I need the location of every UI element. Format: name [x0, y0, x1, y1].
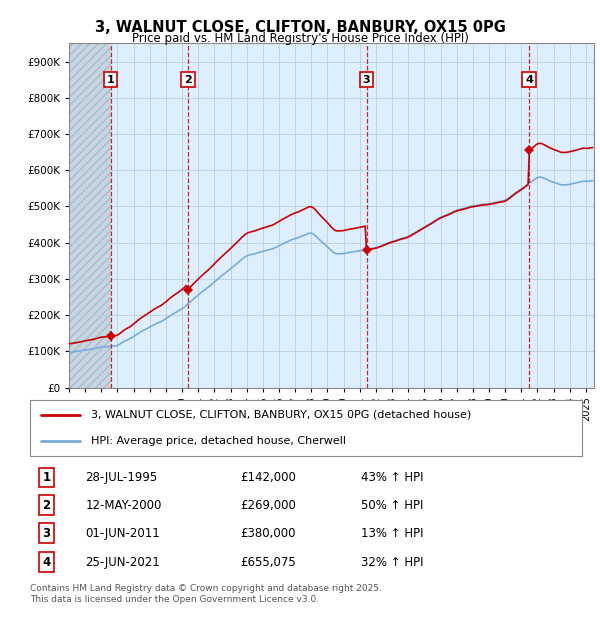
Text: 25-JUN-2021: 25-JUN-2021 — [85, 556, 160, 569]
Text: 1: 1 — [43, 471, 50, 484]
Text: 3, WALNUT CLOSE, CLIFTON, BANBURY, OX15 0PG: 3, WALNUT CLOSE, CLIFTON, BANBURY, OX15 … — [95, 20, 505, 35]
Text: Price paid vs. HM Land Registry's House Price Index (HPI): Price paid vs. HM Land Registry's House … — [131, 32, 469, 45]
Text: 12-MAY-2000: 12-MAY-2000 — [85, 498, 161, 511]
Text: 2: 2 — [43, 498, 50, 511]
Text: 4: 4 — [43, 556, 50, 569]
Text: 28-JUL-1995: 28-JUL-1995 — [85, 471, 157, 484]
Text: Contains HM Land Registry data © Crown copyright and database right 2025.: Contains HM Land Registry data © Crown c… — [30, 584, 382, 593]
Text: 50% ↑ HPI: 50% ↑ HPI — [361, 498, 424, 511]
Text: This data is licensed under the Open Government Licence v3.0.: This data is licensed under the Open Gov… — [30, 595, 319, 604]
Text: 3: 3 — [43, 526, 50, 539]
Bar — [69, 43, 110, 388]
Text: £655,075: £655,075 — [240, 556, 296, 569]
Text: 4: 4 — [525, 74, 533, 84]
Text: 2: 2 — [184, 74, 192, 84]
Text: 43% ↑ HPI: 43% ↑ HPI — [361, 471, 424, 484]
Text: £269,000: £269,000 — [240, 498, 296, 511]
Text: HPI: Average price, detached house, Cherwell: HPI: Average price, detached house, Cher… — [91, 436, 346, 446]
Text: 3, WALNUT CLOSE, CLIFTON, BANBURY, OX15 0PG (detached house): 3, WALNUT CLOSE, CLIFTON, BANBURY, OX15 … — [91, 410, 471, 420]
Text: 32% ↑ HPI: 32% ↑ HPI — [361, 556, 424, 569]
Text: 01-JUN-2011: 01-JUN-2011 — [85, 526, 160, 539]
Text: 13% ↑ HPI: 13% ↑ HPI — [361, 526, 424, 539]
Text: 3: 3 — [363, 74, 370, 84]
Text: £142,000: £142,000 — [240, 471, 296, 484]
Text: 1: 1 — [107, 74, 115, 84]
Text: £380,000: £380,000 — [240, 526, 295, 539]
FancyBboxPatch shape — [30, 400, 582, 456]
